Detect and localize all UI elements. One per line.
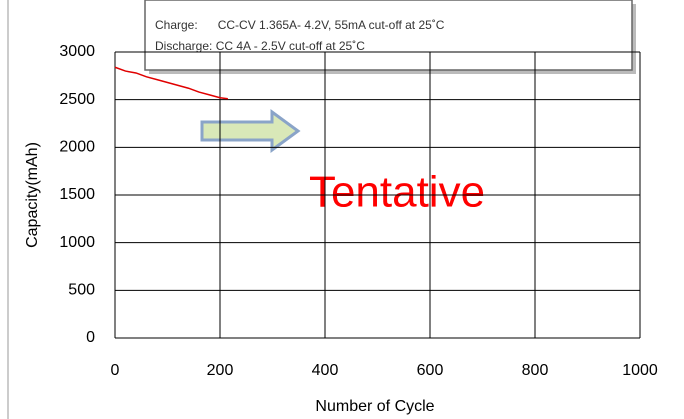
tentative-label: Tentative bbox=[309, 168, 485, 217]
condition-box bbox=[144, 0, 633, 71]
y-axis-title: Capacity(mAh) bbox=[24, 142, 41, 248]
arrow bbox=[200, 109, 301, 153]
y-tick-label: 2000 bbox=[59, 139, 95, 156]
y-tick-label: 3000 bbox=[59, 43, 95, 60]
y-tick-label: 500 bbox=[68, 282, 95, 299]
data-line bbox=[114, 66, 228, 100]
x-tick-label: 800 bbox=[522, 362, 549, 379]
x-tick-label: 0 bbox=[111, 362, 120, 379]
x-tick-label: 1000 bbox=[622, 362, 658, 379]
annotation: Charge: CC-CV 1.365A- 4.2V, 55mA cut-off… bbox=[155, 18, 445, 32]
y-tick-label: 0 bbox=[86, 329, 95, 346]
x-tick-label: 600 bbox=[417, 362, 444, 379]
y-tick-label: 2500 bbox=[59, 91, 95, 108]
x-tick-label: 200 bbox=[207, 362, 234, 379]
x-tick-label: 400 bbox=[312, 362, 339, 379]
annotation: Discharge: CC 4A - 2.5V cut-off at 25˚C bbox=[155, 39, 365, 53]
y-tick-label: 1500 bbox=[59, 186, 95, 203]
x-axis-title: Number of Cycle bbox=[315, 398, 434, 415]
y-tick-label: 1000 bbox=[59, 234, 95, 251]
